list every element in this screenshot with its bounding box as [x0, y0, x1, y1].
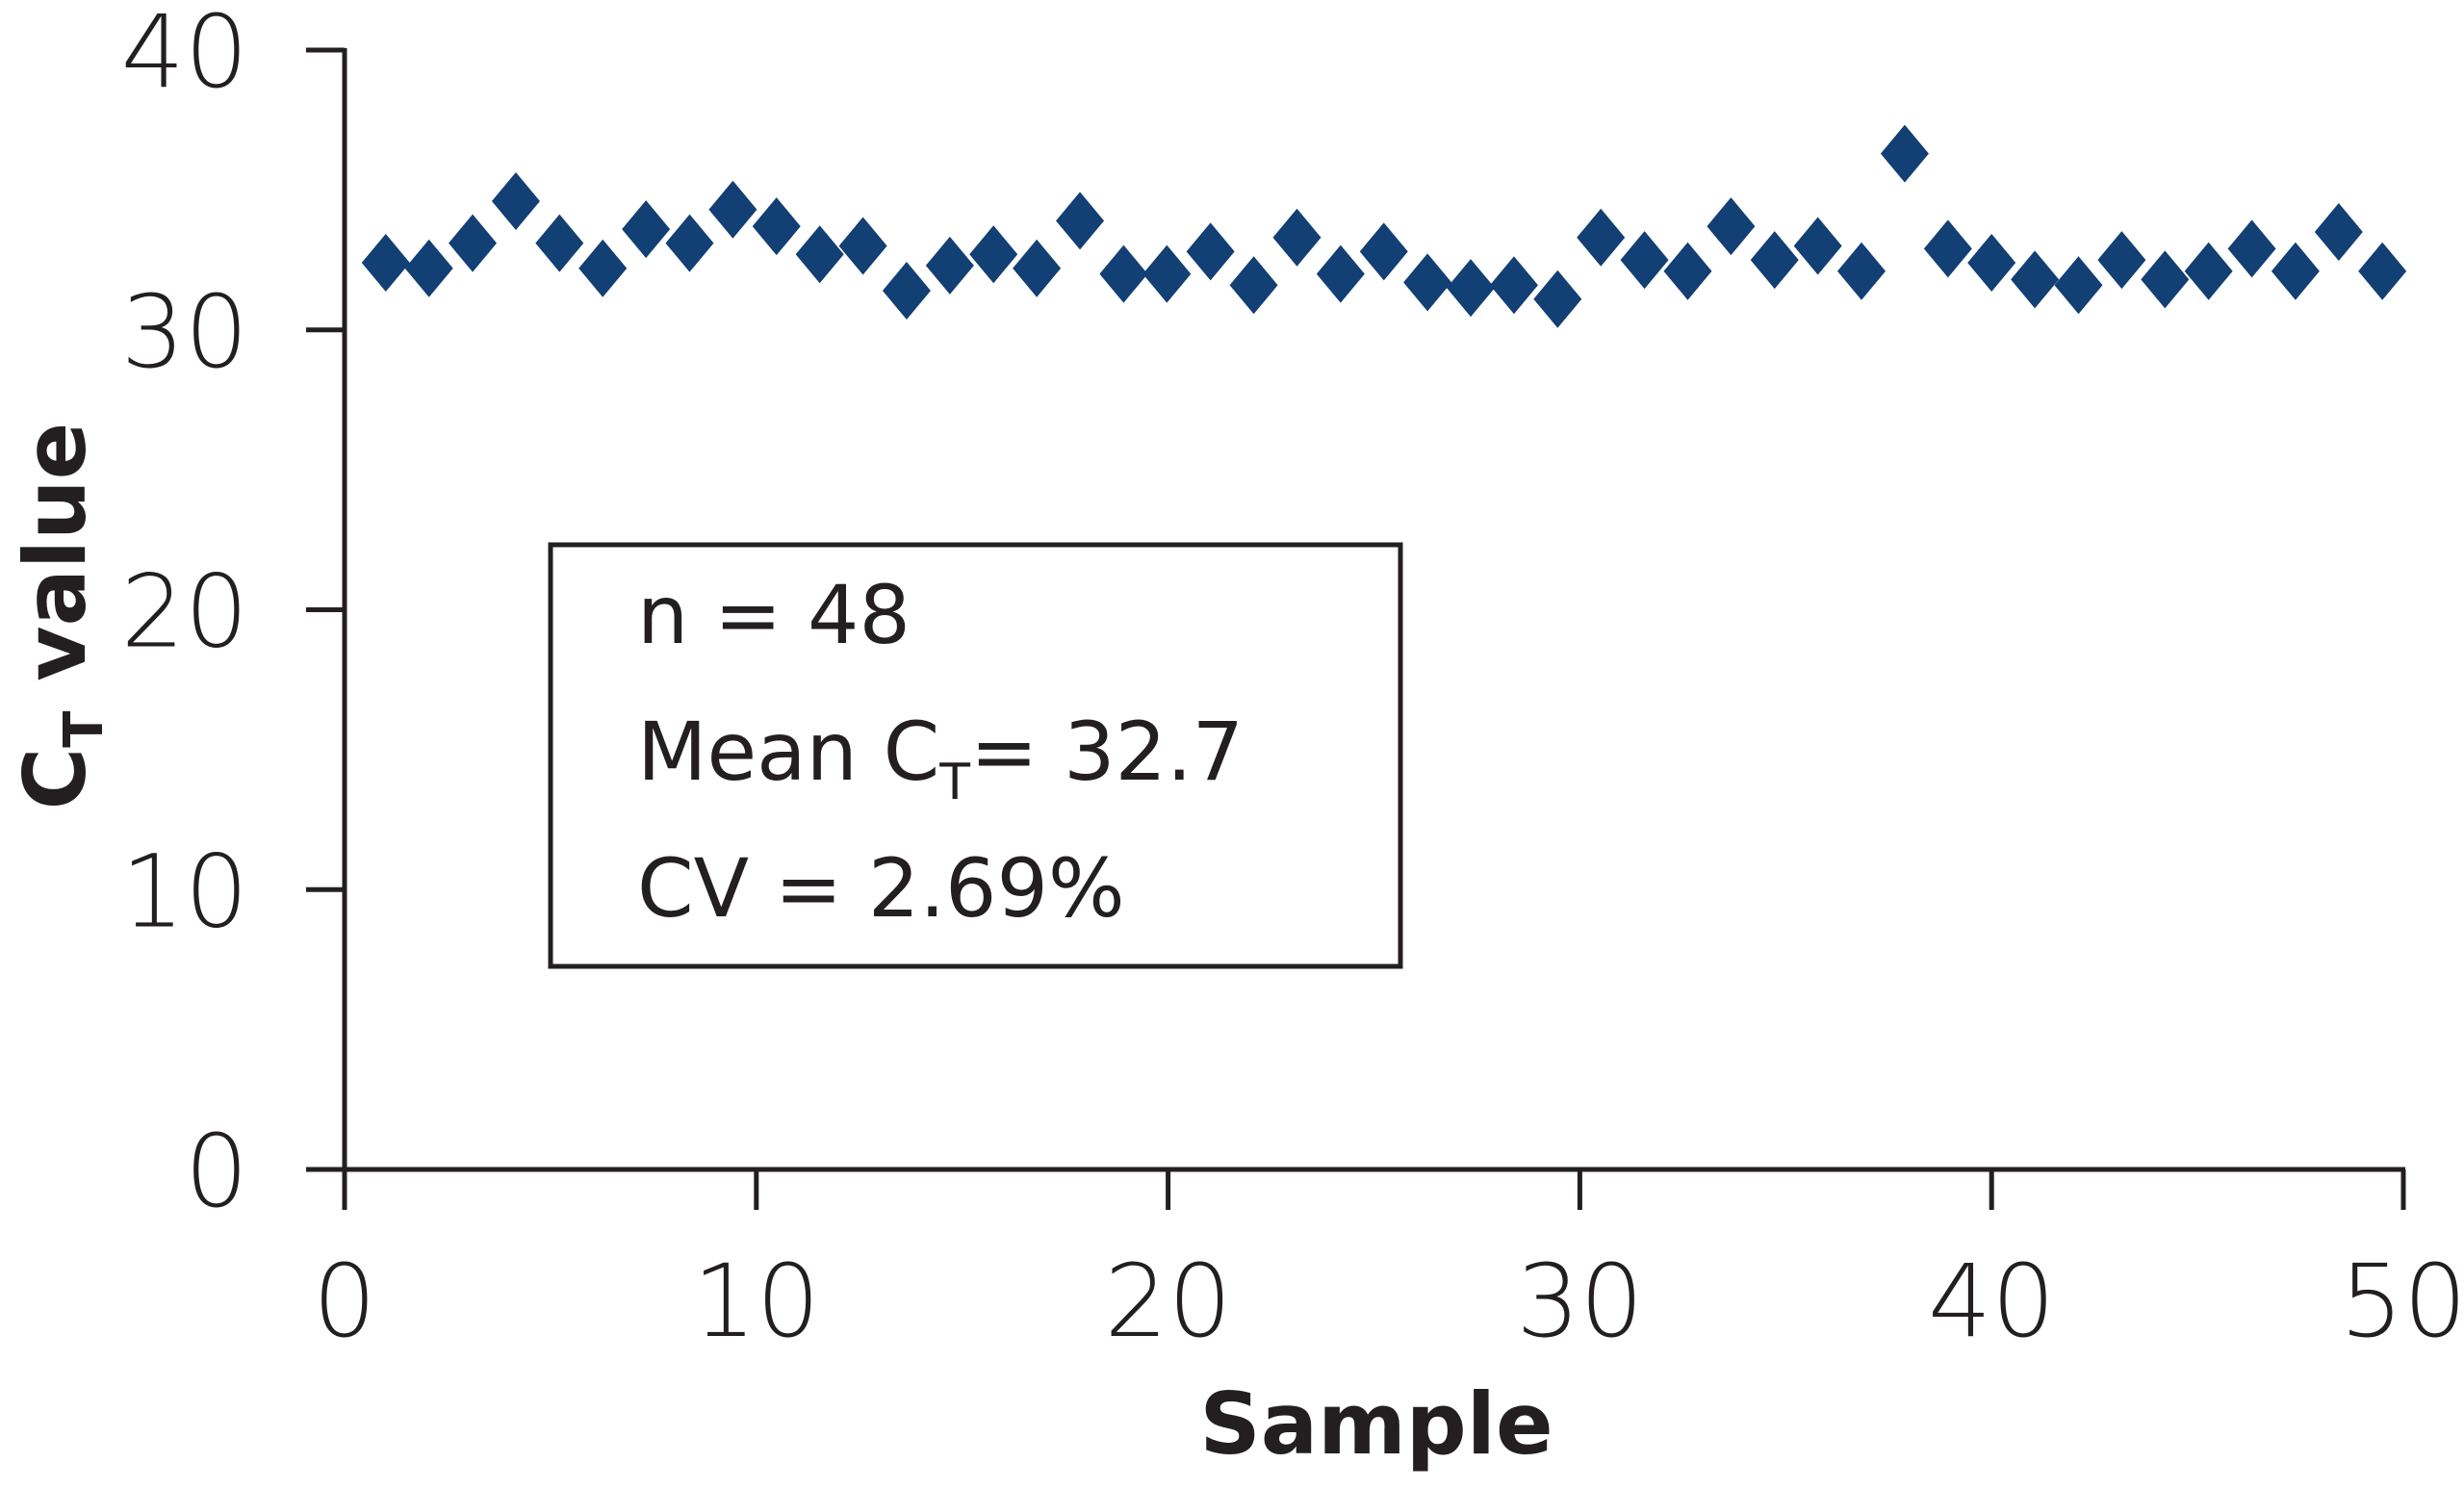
data-point [1880, 124, 1929, 183]
data-point [1707, 197, 1756, 256]
data-point [838, 217, 887, 275]
data-point [1229, 256, 1278, 315]
data-point [1056, 192, 1105, 250]
y-tick-label: 20 [121, 553, 248, 671]
data-point [2097, 231, 2146, 290]
data-point [1359, 222, 1408, 281]
stats-n: n = 48 [637, 568, 911, 662]
data-point [1013, 239, 1062, 297]
data-point [2227, 219, 2276, 278]
data-point [449, 214, 498, 272]
data-point [1663, 242, 1712, 300]
stats-mean-sub: T [938, 754, 970, 811]
stats-mean-suffix: = 32.7 [970, 705, 1244, 799]
x-tick-label: 50 [2340, 1243, 2464, 1360]
data-point [1099, 244, 1148, 303]
data-points [361, 124, 2407, 328]
y-axis-title-main: C [6, 748, 105, 810]
data-point [361, 233, 410, 292]
data-point [622, 200, 671, 259]
data-point [1750, 231, 1799, 290]
data-point [1489, 256, 1538, 315]
data-point [1272, 208, 1322, 267]
data-point [1923, 219, 1972, 278]
y-axis-title-sub: T [53, 711, 116, 748]
data-point [1316, 244, 1365, 303]
data-point [404, 239, 453, 297]
y-tick-label: 40 [121, 0, 248, 111]
data-point [925, 236, 974, 295]
data-point [578, 239, 628, 297]
data-point [1577, 208, 1626, 267]
stats-box: n = 48 Mean CT= 32.7 CV = 2.69% [548, 542, 1403, 969]
x-tick-label: 10 [693, 1243, 820, 1360]
data-point [1447, 259, 1496, 318]
stats-cv: CV = 2.69% [637, 841, 1125, 936]
data-point [2271, 242, 2320, 300]
ticks: 0 10 20 30 40 0 10 20 30 40 50 [121, 0, 2464, 1360]
data-point [2054, 256, 2103, 315]
data-point [2184, 242, 2233, 300]
x-tick-label: 30 [1516, 1243, 1643, 1360]
data-point [969, 225, 1018, 284]
stats-box-border [548, 542, 1403, 969]
data-point [1967, 233, 2016, 292]
data-point [752, 197, 801, 256]
data-point [2314, 202, 2363, 261]
y-tick-label: 0 [185, 1113, 248, 1230]
x-tick-label: 40 [1928, 1243, 2055, 1360]
data-point [1186, 222, 1235, 281]
y-tick-label: 30 [121, 273, 248, 391]
data-point [882, 262, 931, 321]
data-point [491, 172, 540, 231]
svg-text:CT value: CT value [6, 423, 116, 810]
y-axis-title: CT value [6, 423, 116, 810]
x-axis-title: Sample [1199, 1374, 1553, 1474]
data-point [665, 214, 714, 272]
stats-mean-prefix: Mean C [637, 705, 939, 799]
y-tick-label: 10 [121, 833, 248, 950]
data-point [1403, 253, 1452, 312]
data-point [2141, 250, 2190, 309]
data-point [1837, 242, 1886, 300]
stats-mean: Mean CT= 32.7 [637, 705, 1244, 811]
x-tick-label: 20 [1104, 1243, 1231, 1360]
y-axis-title-rest: value [6, 423, 105, 711]
data-point [2358, 242, 2407, 300]
data-point [1142, 244, 1192, 303]
data-point [2011, 250, 2060, 309]
data-point [535, 214, 584, 272]
data-point [1620, 231, 1669, 290]
data-point [795, 225, 844, 284]
data-point [708, 180, 757, 239]
x-tick-label: 0 [313, 1243, 376, 1360]
data-point [1533, 270, 1582, 328]
data-point [1793, 217, 1842, 275]
